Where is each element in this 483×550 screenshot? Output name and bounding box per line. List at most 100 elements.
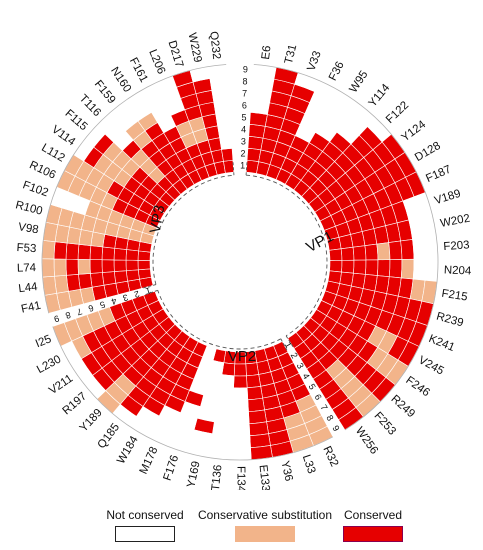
heatmap-cell (78, 273, 93, 290)
heatmap-cell (340, 246, 355, 261)
heatmap-cell (102, 271, 117, 286)
residue-label: R249 (388, 393, 417, 420)
protein-label-vp2: VP2 (228, 348, 256, 365)
residue-label: E133 (257, 464, 272, 490)
heatmap-cell (424, 258, 439, 282)
segment-divider (232, 160, 235, 176)
heatmap-cell (113, 247, 128, 261)
position-number: 8 (243, 76, 248, 86)
position-number: 7 (318, 403, 329, 412)
position-number: 9 (243, 64, 248, 74)
heatmap-cell (53, 241, 68, 260)
heatmap-cell (412, 258, 427, 281)
position-number: 3 (122, 292, 130, 303)
residue-label: L230 (35, 353, 63, 376)
heatmap-cell (341, 259, 355, 274)
position-number: 9 (53, 313, 61, 324)
heatmap-cell (247, 135, 264, 151)
residue-label: N204 (444, 264, 473, 277)
residue-label: Y124 (400, 118, 429, 144)
heatmap-cell (209, 76, 229, 91)
heatmap-cell (230, 435, 251, 449)
heatmap-cell (221, 147, 234, 162)
legend-swatch-conservative (235, 526, 295, 542)
segment-divider (141, 284, 157, 289)
residue-label: F115 (62, 108, 89, 134)
residue-label: V98 (17, 221, 39, 236)
residue-label: Y189 (78, 407, 105, 435)
heatmap-cell (388, 259, 403, 279)
heatmap-cell (217, 386, 234, 401)
position-number: 4 (110, 296, 118, 307)
heatmap-cell (89, 245, 104, 261)
position-number: 4 (241, 124, 246, 134)
heatmap-cell (219, 374, 235, 389)
residue-label: F102 (21, 179, 50, 199)
heatmap-cell (65, 258, 79, 276)
position-number: 7 (76, 306, 84, 317)
heatmap-cell (212, 421, 233, 437)
heatmap-cell (400, 239, 415, 260)
residue-label: L33 (300, 453, 318, 475)
residue-label: F253 (372, 410, 398, 438)
legend-not-conserved: Not conserved (70, 492, 220, 542)
heatmap-cell (207, 64, 228, 79)
heatmap-cell (137, 250, 151, 261)
heatmap-cell (229, 447, 252, 461)
heatmap-cell (365, 259, 379, 276)
heatmap-cell (125, 249, 139, 261)
legend-label: Conserved (343, 508, 403, 522)
residue-label: F53 (16, 242, 37, 255)
heatmap-cell (231, 411, 250, 425)
legend-label: Conservative substitution (197, 508, 333, 522)
heatmap-cell (328, 248, 343, 261)
heatmap-cell (213, 100, 230, 115)
residue-label: L112 (39, 142, 66, 165)
residue-label: Q232 (207, 31, 222, 60)
residue-label: F187 (424, 164, 453, 186)
residue-label: F161 (127, 56, 150, 85)
heatmap-cell (219, 135, 233, 150)
segment-vp1 (245, 64, 439, 431)
heatmap-cell (353, 259, 367, 275)
heatmap-cell (126, 269, 140, 282)
residue-label: W95 (347, 69, 370, 95)
residue-label: K241 (427, 333, 456, 354)
legend-swatch-not-conserved (115, 526, 175, 542)
residue-label: L44 (18, 281, 39, 295)
segment-divider (245, 160, 248, 176)
residue-label: L74 (17, 262, 37, 275)
heatmap-cell (248, 421, 269, 437)
residue-label: W256 (353, 425, 380, 456)
heatmap-cell (125, 259, 139, 272)
residue-label: R197 (60, 390, 89, 417)
residue-label: F176 (162, 454, 182, 483)
residue-label: T116 (77, 93, 103, 120)
heatmap-cell (101, 246, 116, 261)
position-number: 3 (295, 361, 306, 370)
segment-dividers (141, 160, 328, 353)
heatmap-cell (377, 259, 391, 278)
heatmap-grid (41, 64, 439, 461)
heatmap-cell (41, 240, 56, 260)
position-number: 5 (242, 112, 247, 122)
position-number: 2 (289, 351, 300, 360)
segment-divider (280, 338, 289, 353)
position-number: 3 (241, 136, 246, 146)
position-number: 1 (240, 160, 245, 170)
residue-label: V211 (47, 373, 75, 398)
heatmap-cell (41, 258, 55, 278)
residue-label: W184 (115, 434, 141, 466)
position-number: 5 (99, 299, 107, 310)
position-number: 2 (241, 148, 246, 158)
heatmap-cell (246, 385, 263, 401)
residue-label: T31 (283, 43, 299, 65)
residue-label: F203 (443, 239, 470, 253)
position-number: 5 (307, 382, 318, 391)
heatmap-cell (215, 397, 234, 413)
residue-label: F134 (235, 466, 247, 490)
position-number: 6 (312, 392, 323, 401)
segment-outline (52, 326, 334, 461)
